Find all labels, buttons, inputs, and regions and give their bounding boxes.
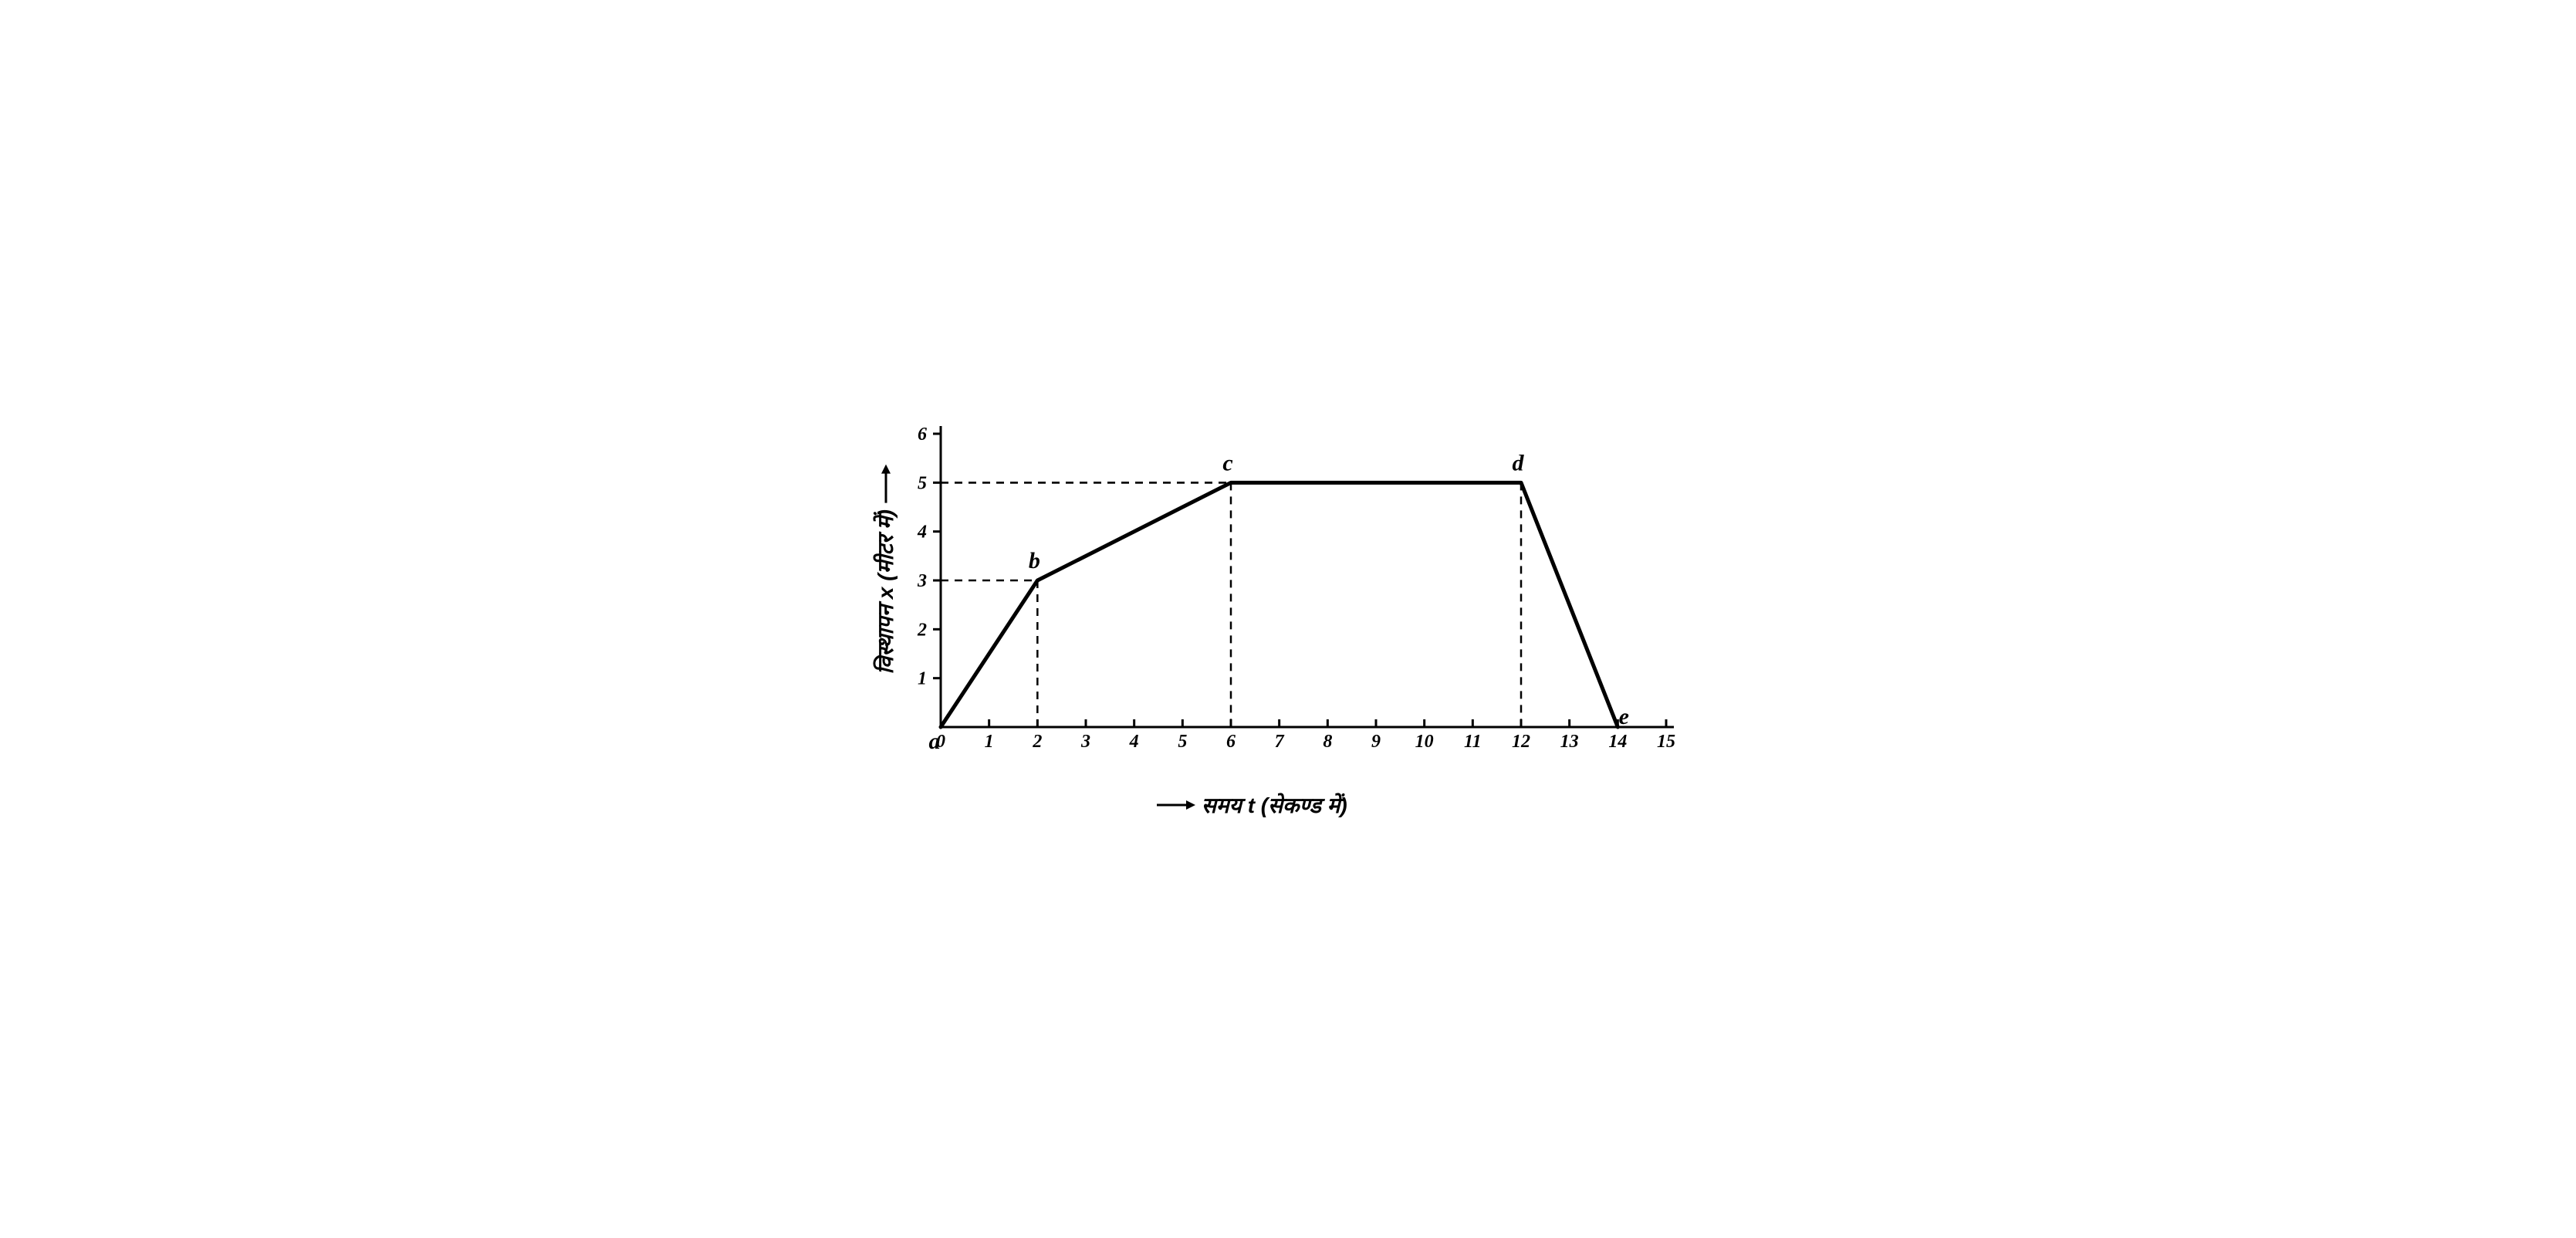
- x-axis-label: समय t (सेकण्ड में): [1157, 790, 1347, 820]
- x-axis-arrow-icon: [1157, 797, 1195, 813]
- y-tick-label: 5: [918, 473, 927, 493]
- point-label-e: e: [1619, 704, 1629, 729]
- y-tick-label: 3: [917, 571, 927, 591]
- x-tick-label: 7: [1275, 732, 1285, 752]
- x-tick-label: 10: [1415, 732, 1434, 752]
- point-label-d: d: [1513, 450, 1525, 475]
- x-tick-label: 9: [1371, 732, 1381, 752]
- displacement-time-chart: 0123456789101112131415123456abcde विस्था…: [864, 411, 1712, 827]
- y-tick-label: 6: [918, 425, 927, 445]
- x-tick-label: 8: [1323, 732, 1332, 752]
- y-axis-label: विस्थापन x (मीटर में): [871, 465, 901, 675]
- x-tick-label: 1: [985, 732, 994, 752]
- x-tick-label: 2: [1032, 732, 1042, 752]
- point-label-b: b: [1029, 548, 1040, 573]
- x-tick-label: 5: [1178, 732, 1187, 752]
- plot-area: 0123456789101112131415123456abcde: [933, 426, 1674, 750]
- data-polyline: [941, 482, 1618, 727]
- x-tick-label: 11: [1464, 732, 1482, 752]
- point-label-a: a: [929, 729, 941, 754]
- x-axis-text: समय t (सेकण्ड में): [1202, 790, 1347, 820]
- x-tick-label: 14: [1608, 732, 1627, 752]
- y-axis-arrow-icon: [878, 465, 894, 503]
- y-tick-label: 1: [918, 669, 927, 689]
- y-axis-text: विस्थापन x (मीटर में): [871, 509, 901, 675]
- x-tick-label: 6: [1226, 732, 1236, 752]
- y-tick-label: 4: [917, 523, 927, 543]
- x-tick-label: 3: [1080, 732, 1090, 752]
- point-label-c: c: [1222, 450, 1232, 475]
- x-tick-label: 4: [1129, 732, 1139, 752]
- x-tick-label: 12: [1512, 732, 1530, 752]
- x-tick-label: 15: [1657, 732, 1675, 752]
- x-tick-label: 13: [1560, 732, 1579, 752]
- y-tick-label: 2: [917, 620, 927, 640]
- chart-svg: 0123456789101112131415123456abcde: [933, 426, 1674, 750]
